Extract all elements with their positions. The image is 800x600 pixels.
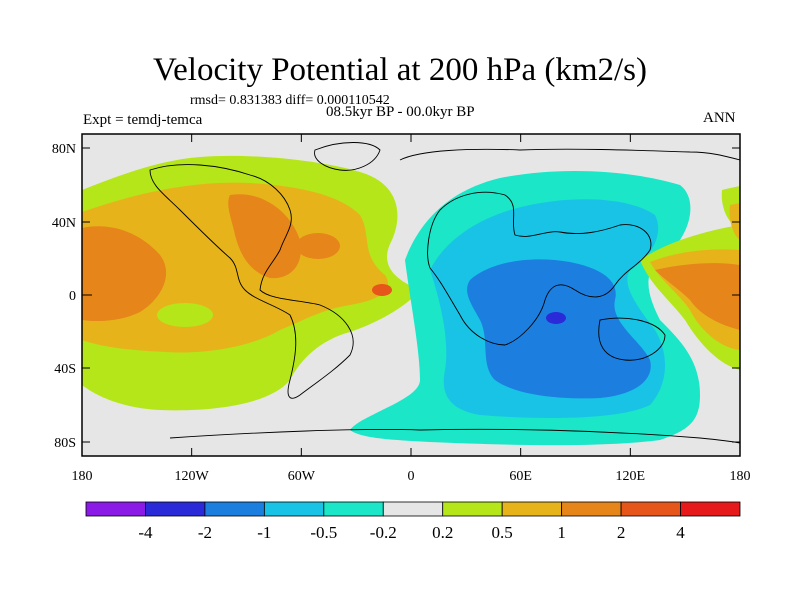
longitude-axis: 180 120W 60W 0 60E 120E 180	[72, 134, 751, 484]
lat-tick-label: 40N	[52, 216, 76, 231]
lon-tick-label: 180	[72, 469, 93, 484]
colorbar-swatch	[442, 501, 503, 517]
contour-field	[82, 134, 740, 456]
colorbar-swatch	[323, 501, 384, 517]
colorbar-swatch	[501, 501, 563, 517]
positive-2-spot-atlantic	[296, 233, 340, 259]
lat-tick-label: 40S	[54, 362, 76, 377]
lat-tick-label: 80S	[54, 436, 76, 451]
colorbar-label: 0.5	[492, 523, 513, 542]
season-label: ANN	[703, 110, 736, 126]
colorbar-swatch	[85, 501, 146, 517]
negative-2-core	[546, 312, 566, 324]
lon-tick-label: 180	[730, 469, 751, 484]
coastlines	[149, 142, 740, 444]
colorbar-label: -4	[138, 523, 153, 542]
colorbar-label: 1	[557, 523, 566, 542]
positive-1-region-west	[82, 226, 167, 322]
colorbar-label: 4	[676, 523, 685, 542]
lon-tick-label: 60W	[288, 469, 316, 484]
colorbar-swatch	[263, 501, 325, 517]
colorbar: -4 -2 -1 -0.5 -0.2 0.2 0.5 1 2 4	[85, 501, 741, 542]
lon-tick-label: 120E	[616, 469, 646, 484]
colorbar-swatch	[204, 501, 265, 517]
positive-1-region-west-2	[228, 194, 301, 279]
colorbar-label: -0.2	[370, 523, 397, 542]
colorbar-label: 2	[617, 523, 626, 542]
colorbar-label: 0.2	[432, 523, 453, 542]
colorbar-swatch	[680, 501, 741, 517]
stats-subtitle: rmsd= 0.831383 diff= 0.000110542	[190, 93, 390, 108]
latitude-axis: 80N 40N 0 40S 80S	[52, 142, 740, 451]
colorbar-swatch	[620, 501, 681, 517]
positive-1-region-east	[655, 263, 740, 330]
lat-tick-label: 0	[69, 289, 76, 304]
colorbar-swatch	[145, 501, 206, 517]
experiment-label: Expt = temdj-temca	[83, 112, 203, 128]
colorbar-swatch	[382, 501, 444, 517]
colorbar-label: -0.5	[310, 523, 337, 542]
lon-tick-label: 0	[408, 469, 415, 484]
period-label: 08.5kyr BP - 00.0kyr BP	[326, 104, 475, 120]
lon-tick-label: 60E	[509, 469, 532, 484]
lon-tick-label: 120W	[175, 469, 210, 484]
page-title: Velocity Potential at 200 hPa (km2/s)	[152, 52, 648, 88]
colorbar-label: -2	[198, 523, 212, 542]
colorbar-swatch	[561, 501, 622, 517]
colorbar-label: -1	[257, 523, 271, 542]
weak-spot-pacific	[157, 303, 213, 327]
positive-0.5-region-west	[82, 182, 389, 353]
positive-2-spot-africa	[372, 284, 392, 296]
lat-tick-label: 80N	[52, 142, 76, 157]
